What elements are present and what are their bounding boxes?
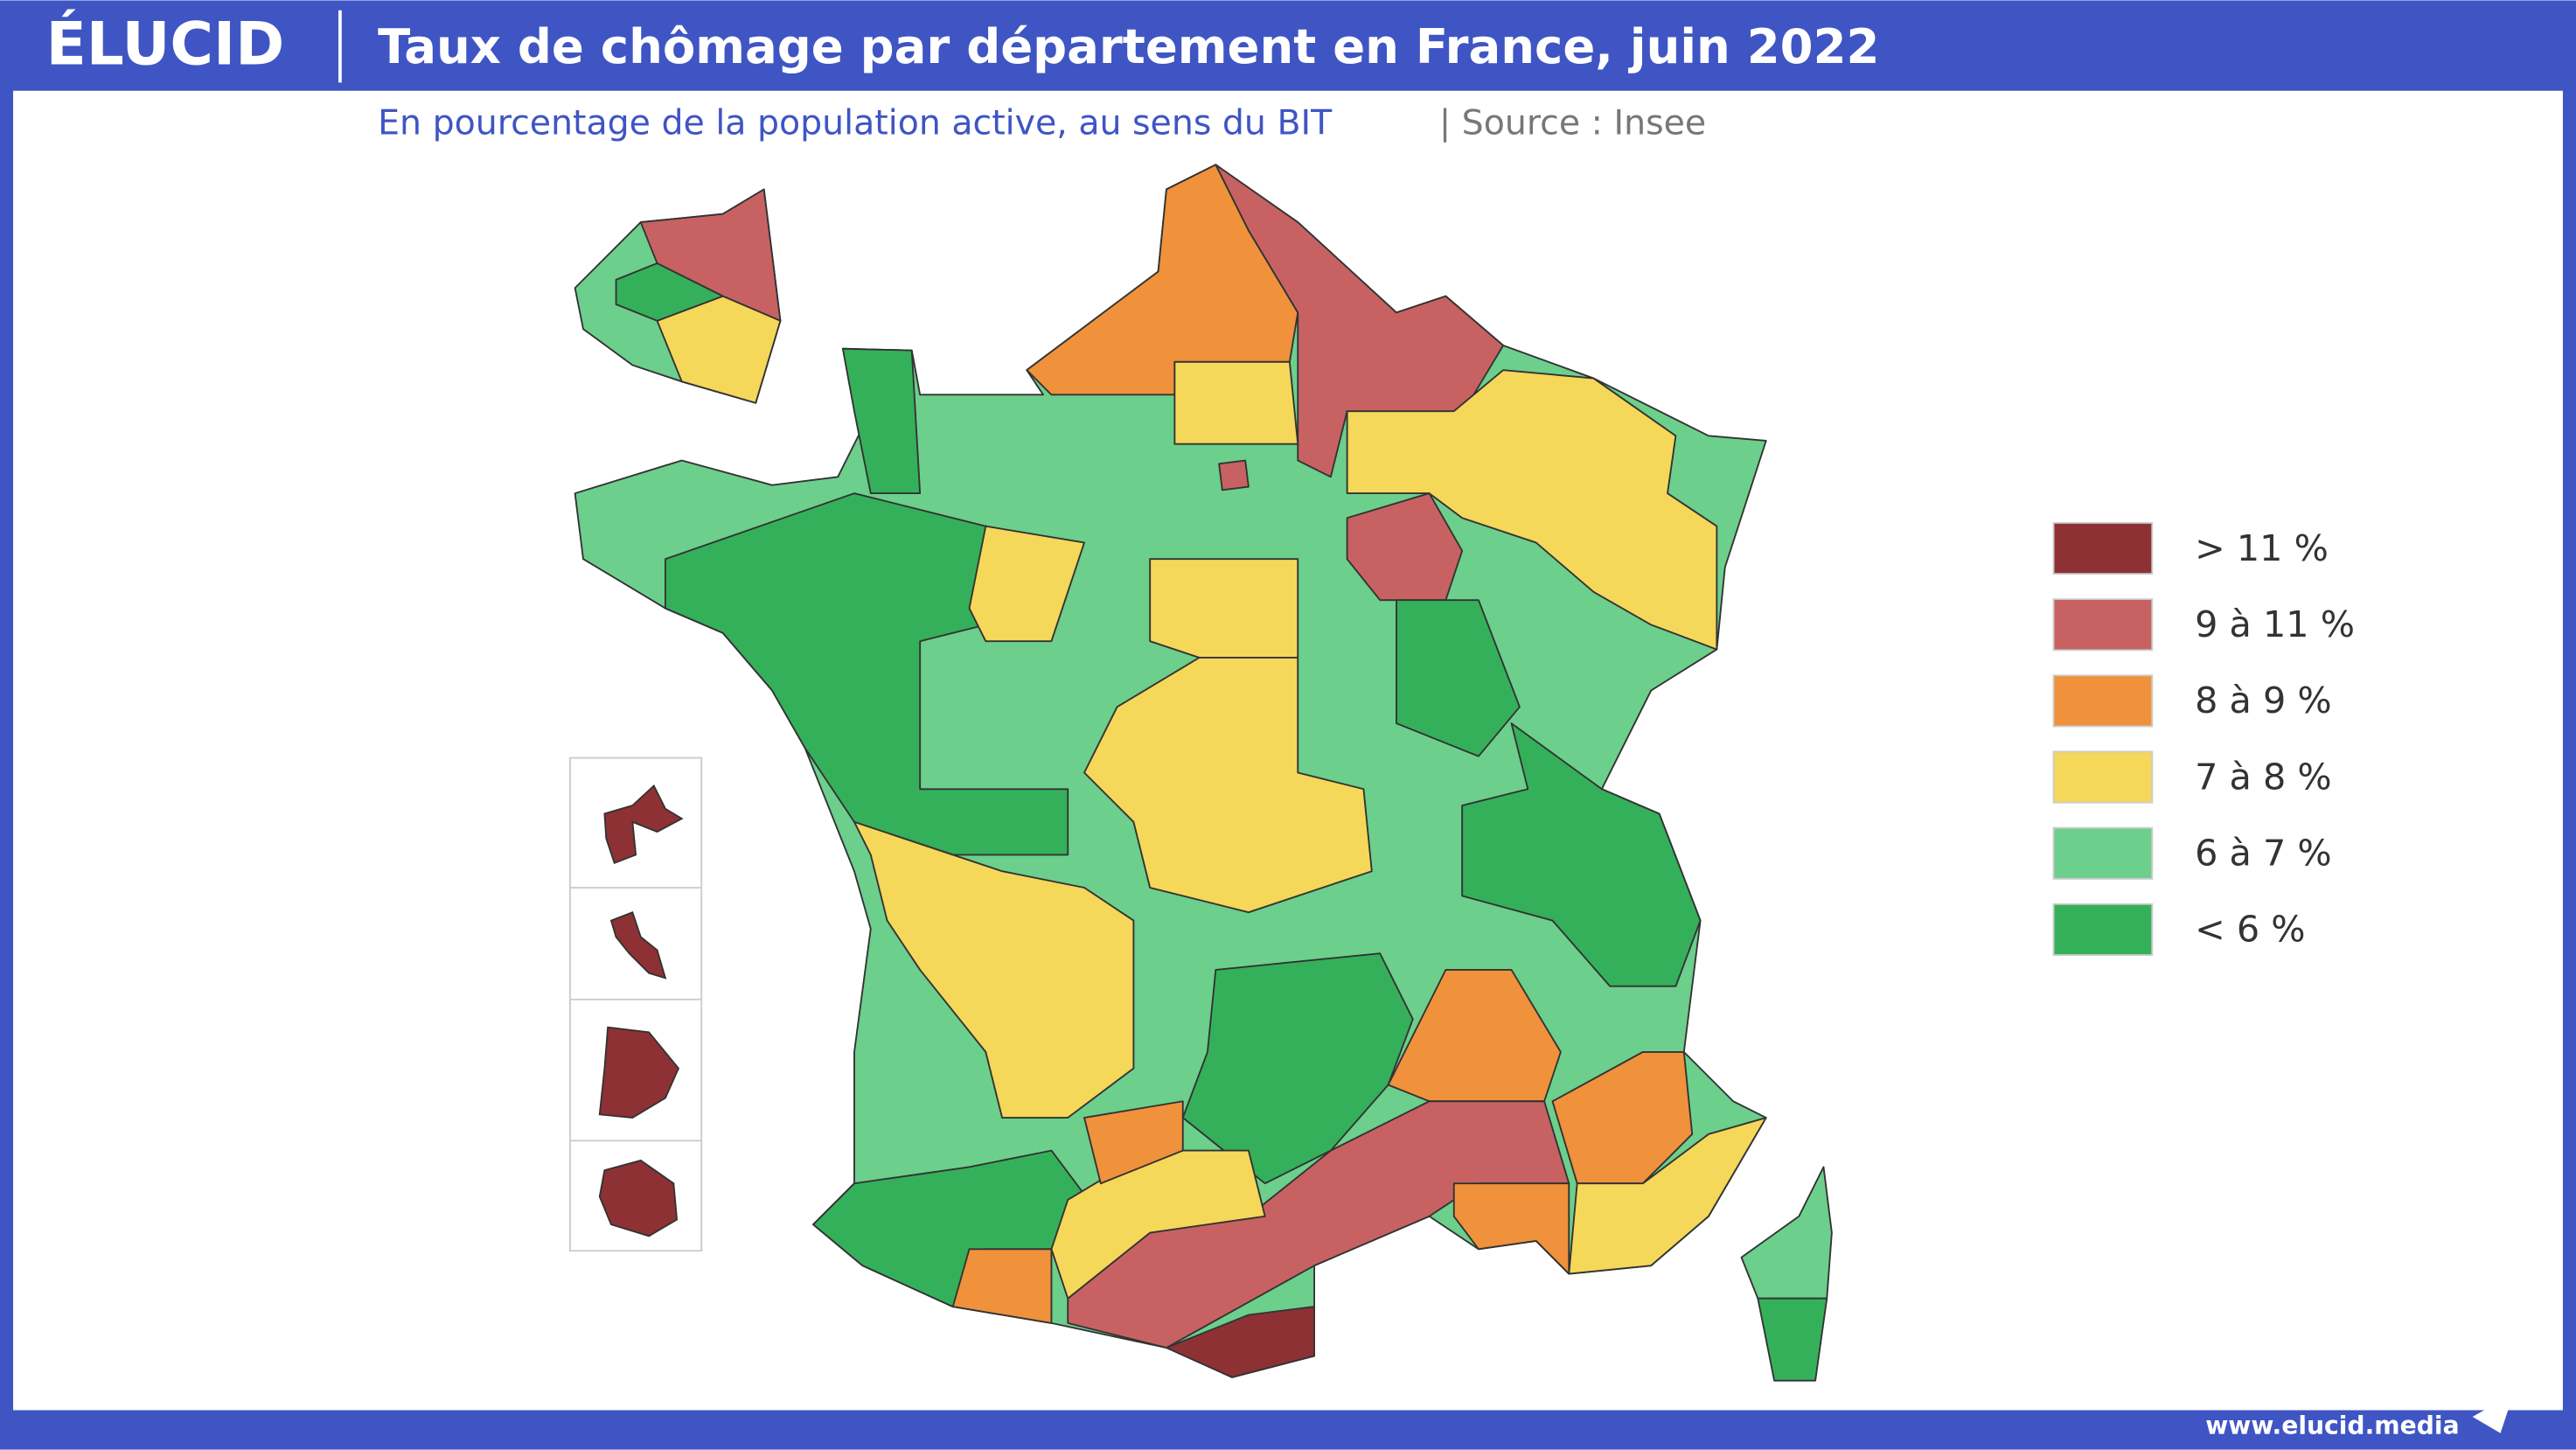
legend-swatch [2052,903,2154,956]
source: | Source : Insee [1439,103,1706,143]
guyane [598,1026,680,1119]
legend-label: 6 à 7 % [2195,833,2332,875]
legend-label: < 6 % [2195,909,2305,951]
map [574,164,1833,1382]
region [1173,360,1299,445]
legend-swatch [2052,598,2154,652]
region [1083,657,1373,914]
region [841,347,922,495]
region [1346,369,1718,651]
legend-swatch [2052,826,2154,880]
idf-inset-part [615,262,724,322]
region [1452,1182,1570,1275]
region [1568,1117,1767,1275]
region [1166,1306,1316,1378]
region [1461,722,1702,987]
region [853,820,1135,1119]
legend-label: 7 à 8 % [2195,756,2332,798]
region [1218,459,1250,491]
corsica-south [1757,1297,1828,1382]
region [1083,1100,1184,1185]
legend-swatch [2052,750,2154,804]
legend: > 11 % 9 à 11 % 8 à 9 % 7 à 8 % 6 à 7 % < 6 % [2052,521,2355,956]
region [1396,599,1521,757]
legend-label: 8 à 9 % [2195,680,2332,722]
subtitle: En pourcentage de la population active, … [378,103,1333,143]
legend-swatch [2052,521,2154,575]
reunion [598,1159,679,1237]
overseas-insets [569,756,703,1252]
guadeloupe [603,784,684,865]
region [951,1248,1053,1324]
region [968,525,1085,643]
footer-icon [2472,1393,2514,1433]
title: Taux de chômage par département en Franc… [378,18,1879,74]
martinique [609,910,667,979]
legend-label: > 11 % [2195,527,2329,569]
legend-swatch [2052,674,2154,728]
logo: ÉLUCID [46,9,285,78]
legend-label: 9 à 11 % [2195,603,2355,645]
footer-url: www.elucid.media [2205,1411,2459,1440]
